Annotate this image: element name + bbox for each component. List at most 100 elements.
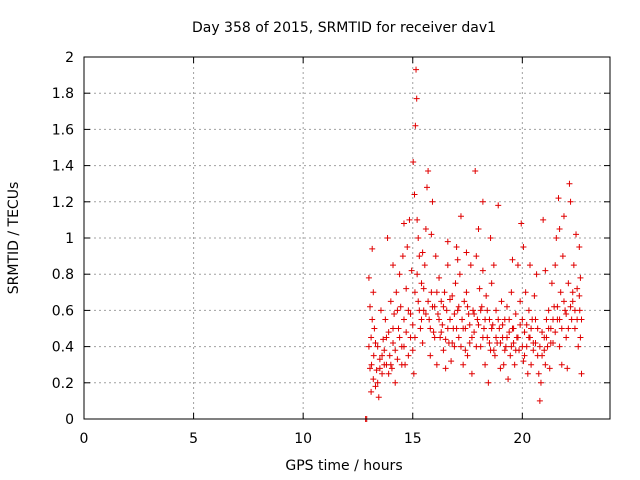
data-point xyxy=(447,296,454,303)
data-point xyxy=(377,307,384,314)
data-point xyxy=(568,316,575,323)
data-point xyxy=(420,285,427,292)
data-point xyxy=(467,262,474,269)
data-point xyxy=(571,325,578,332)
data-point xyxy=(454,307,461,314)
x-tick-label: 5 xyxy=(189,431,198,447)
data-point xyxy=(415,235,422,241)
data-point xyxy=(507,352,514,359)
data-point xyxy=(552,262,559,269)
data-point xyxy=(368,334,375,341)
data-point xyxy=(453,325,460,332)
data-point xyxy=(411,191,418,198)
data-point xyxy=(440,347,447,354)
data-point xyxy=(376,365,383,372)
data-point xyxy=(385,370,392,377)
data-point xyxy=(413,95,420,102)
data-point xyxy=(452,280,459,287)
data-point xyxy=(510,325,517,332)
data-point xyxy=(365,343,372,350)
data-point xyxy=(506,329,513,336)
data-point xyxy=(444,262,451,269)
data-point xyxy=(371,325,378,332)
data-point xyxy=(544,343,551,350)
data-point xyxy=(520,358,527,365)
data-point xyxy=(428,289,435,296)
axis-ticks xyxy=(83,56,610,420)
data-point xyxy=(488,325,495,332)
data-point xyxy=(501,347,508,354)
data-point xyxy=(510,339,517,346)
data-point xyxy=(556,343,563,350)
data-point xyxy=(477,307,484,314)
data-point xyxy=(370,352,377,359)
data-point xyxy=(519,316,526,323)
data-point xyxy=(553,235,560,241)
data-point xyxy=(365,274,372,281)
data-point xyxy=(388,365,395,372)
data-point xyxy=(555,195,562,202)
data-point xyxy=(379,370,386,377)
data-point xyxy=(542,361,549,368)
data-point xyxy=(416,307,423,314)
data-point xyxy=(390,325,397,332)
data-point xyxy=(473,253,480,260)
data-point xyxy=(418,316,425,323)
data-point xyxy=(490,262,497,269)
data-point xyxy=(421,262,428,269)
data-point xyxy=(543,334,550,341)
data-point xyxy=(554,303,561,310)
data-point xyxy=(403,285,410,292)
data-point xyxy=(379,352,386,359)
data-point xyxy=(483,292,490,299)
data-point xyxy=(574,316,581,323)
data-point xyxy=(571,307,578,314)
data-point xyxy=(512,311,519,318)
data-point xyxy=(468,334,475,341)
data-point xyxy=(546,365,553,372)
data-point xyxy=(473,343,480,350)
data-point xyxy=(395,325,402,332)
data-point xyxy=(457,213,464,220)
data-point xyxy=(460,361,467,368)
data-point xyxy=(397,303,404,310)
data-point xyxy=(577,334,584,341)
data-point xyxy=(563,311,570,318)
data-point xyxy=(479,198,486,205)
data-point xyxy=(398,361,405,368)
data-point xyxy=(415,298,422,305)
data-point xyxy=(505,376,512,383)
data-point xyxy=(372,339,379,346)
data-point xyxy=(518,220,525,227)
data-point xyxy=(419,339,426,346)
data-point xyxy=(369,316,376,323)
data-point xyxy=(433,361,440,368)
data-point xyxy=(465,311,472,318)
data-point xyxy=(451,343,458,350)
grid xyxy=(84,57,610,419)
data-point xyxy=(547,339,554,346)
data-point xyxy=(474,316,481,323)
data-point xyxy=(496,325,503,332)
data-point xyxy=(369,245,376,252)
data-point xyxy=(470,307,477,314)
data-point xyxy=(503,303,510,310)
data-point xyxy=(482,361,489,368)
data-point xyxy=(408,267,415,274)
data-point xyxy=(486,339,493,346)
data-point xyxy=(495,202,502,209)
y-tick-label: 1.4 xyxy=(52,159,74,175)
x-tick-label: 0 xyxy=(80,431,89,447)
data-point xyxy=(403,329,410,336)
data-point xyxy=(393,289,400,296)
data-point xyxy=(573,231,580,238)
data-point xyxy=(390,262,397,269)
data-point xyxy=(466,321,473,328)
data-point xyxy=(428,231,435,238)
data-point xyxy=(387,298,394,305)
data-point xyxy=(562,307,569,314)
data-point xyxy=(556,225,563,232)
data-point xyxy=(427,352,434,359)
data-point xyxy=(461,298,468,305)
data-point xyxy=(558,325,565,332)
